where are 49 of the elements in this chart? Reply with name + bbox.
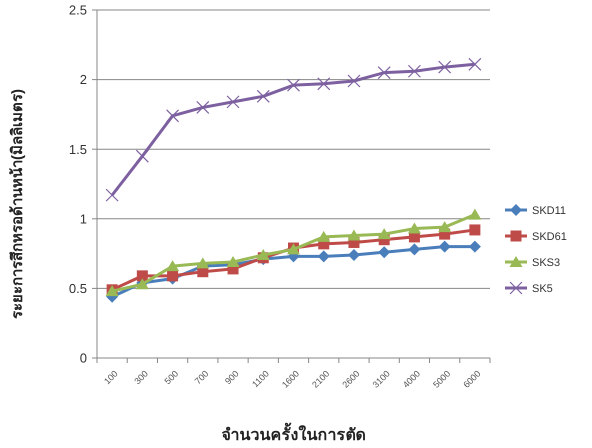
y-axis-title: ระยะการสึกหรอด้านหน้า(มิลลิเมตร): [8, 89, 26, 319]
point: [286, 78, 300, 92]
point: [196, 100, 210, 114]
legend-label: SKS3: [532, 256, 560, 269]
point: [438, 240, 451, 253]
x-tick-label: 100: [102, 368, 120, 386]
y-tick-label: 2: [80, 72, 87, 88]
point: [468, 208, 482, 220]
point: [408, 243, 420, 256]
point: [166, 260, 180, 272]
legend-label: SKD11: [532, 204, 566, 217]
point: [438, 60, 452, 74]
x-tick-label: 700: [192, 368, 210, 386]
point: [348, 248, 360, 261]
y-tick-label: 0.5: [68, 280, 87, 296]
point: [317, 230, 330, 242]
y-tick-label: 0: [80, 350, 87, 366]
point: [196, 257, 210, 268]
point: [438, 221, 452, 232]
y-tick-label: 2.5: [68, 2, 87, 18]
point: [226, 256, 240, 267]
point: [378, 66, 391, 80]
point: [408, 64, 422, 78]
y-tick-label: 1: [80, 211, 87, 226]
point: [468, 240, 481, 253]
point: [468, 58, 482, 71]
point: [469, 224, 480, 236]
point: [317, 77, 330, 90]
point: [167, 270, 178, 282]
x-axis-title: จำนวนครั้งในการตัด: [222, 422, 366, 444]
point: [378, 228, 391, 240]
x-tick-label: 500: [162, 368, 180, 386]
legend-label: SKD61: [532, 230, 567, 243]
point: [256, 248, 270, 260]
point: [256, 90, 270, 103]
point: [136, 270, 148, 282]
point: [226, 95, 240, 108]
point: [347, 74, 361, 88]
point: [136, 150, 149, 163]
y-tick-label: 1.5: [68, 142, 87, 157]
point: [378, 246, 390, 258]
x-tick-label: 300: [132, 368, 150, 386]
point: [347, 230, 360, 241]
legend-label: SK5: [532, 282, 553, 295]
point: [318, 250, 330, 262]
x-tick-label: 900: [222, 368, 241, 386]
point: [106, 188, 119, 202]
point: [166, 109, 180, 122]
point: [408, 222, 421, 234]
